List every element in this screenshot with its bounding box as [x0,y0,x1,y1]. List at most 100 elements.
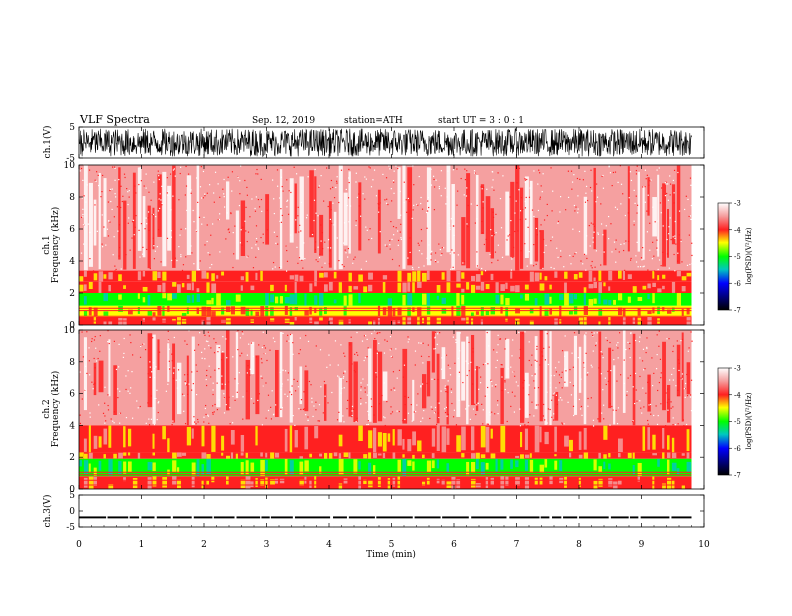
spectrogram-speckle [266,229,269,231]
spectrogram-cell [270,284,274,292]
spectrogram-cell [534,336,538,410]
spectrogram-speckle [305,217,308,219]
spectrogram-speckle [691,340,693,342]
spectrogram-speckle [444,385,446,387]
spectrogram-cell [265,459,268,471]
spectrogram-speckle [113,236,115,238]
spectrogram-speckle [109,221,111,223]
spectrogram-speckle [209,267,211,269]
spectrogram-cell [441,347,446,380]
spectrogram-cell [128,428,132,447]
spectrogram-cell [162,282,166,293]
spectrogram-speckle [450,391,453,393]
waveform-segment [172,516,192,519]
spectrogram-cell [446,270,451,282]
spectrogram-speckle [255,173,257,175]
spectrogram-speckle [195,230,198,232]
spectrogram-speckle [111,188,113,190]
spectrogram-speckle [494,413,496,415]
spectrogram-speckle [88,360,90,362]
spectrogram-cell [358,182,362,251]
spectrogram-speckle [519,218,522,221]
spectrogram-speckle [248,343,250,345]
spectrogram-cell [299,366,303,405]
spectrogram-cell [79,276,84,282]
x-tick-label: 8 [576,540,582,550]
spectrogram-speckle [365,402,367,404]
spectrogram-speckle [204,195,206,197]
spectrogram-cell [358,293,361,304]
spectrogram-speckle [656,249,658,251]
spectrogram-speckle [447,364,449,366]
spectrogram-speckle [356,331,358,334]
spectrogram-speckle [97,357,99,360]
spectrogram-speckle [677,394,679,397]
spectrogram-speckle [101,243,103,245]
spectrogram-speckle [227,176,229,178]
spectrogram-speckle [232,266,234,269]
spectrogram-speckle [194,421,196,423]
spectrogram-cell [475,174,479,268]
spectrogram-speckle [430,406,432,408]
spectrogram-speckle [118,178,120,181]
spectrogram-speckle [484,395,486,397]
spectrogram-speckle [535,227,538,230]
spectrogram-cell [343,452,349,458]
spectrogram-speckle [103,226,105,228]
spectrogram-cell [549,331,552,426]
spectrogram-cell [289,460,294,476]
spectrogram-speckle [388,165,390,167]
spectrogram-cell [245,476,251,489]
spectrogram-speckle [185,165,187,168]
spectrogram-cell [583,335,587,425]
spectrogram-speckle [574,253,576,255]
spectrogram-cell [451,306,454,317]
spectrogram-cell [387,433,391,442]
spectrogram-speckle [534,373,536,375]
spectrogram-cell [618,307,623,316]
spectrogram-speckle [644,201,646,203]
spectrogram-cell [461,305,466,317]
spectrogram-speckle [215,341,217,344]
spectrogram-speckle [251,247,253,249]
spectrogram-speckle [142,343,144,345]
spectrogram-speckle [438,243,440,245]
spectrogram-cell [446,165,451,253]
spectrogram-speckle [147,402,149,404]
spectrogram-cell [397,476,401,488]
spectrogram-speckle [247,365,249,367]
spectrogram-cell [569,293,574,304]
spectrogram-cell [216,344,221,408]
ch1-spectrogram-ylabel: Frequency (kHz) [50,207,61,284]
spectrogram-speckle [180,254,182,256]
spectrogram-speckle [107,235,110,237]
spectrogram-speckle [480,376,482,378]
spectrogram-speckle [320,224,322,226]
spectrogram-speckle [430,259,432,261]
spectrogram-cell [201,464,205,476]
spectrogram-speckle [578,398,581,401]
spectrogram-speckle [524,243,526,245]
spectrogram-cell [436,478,440,484]
x-tick-label: 5 [389,540,395,550]
spectrogram-speckle [120,185,122,187]
spectrogram-speckle [94,179,96,181]
spectrogram-speckle [514,395,516,397]
spectrogram-speckle [184,194,186,196]
spectrogram-cell [191,428,194,439]
spectrogram-speckle [82,213,84,216]
spectrogram-speckle [280,267,282,269]
spectrogram-speckle [190,189,192,191]
spectrogram-speckle [376,352,378,355]
spectrogram-speckle [618,251,620,253]
spectrogram-speckle [576,177,579,180]
spectrogram-speckle [282,369,284,371]
spectrogram-speckle [168,360,170,362]
spectrogram-speckle [140,223,143,225]
spectrogram-cell [485,426,490,453]
spectrogram-speckle [157,228,160,231]
spectrogram-speckle [678,369,680,372]
spectrogram-cell [211,283,217,293]
spectrogram-speckle [630,332,632,335]
spectrogram-speckle [497,334,499,336]
